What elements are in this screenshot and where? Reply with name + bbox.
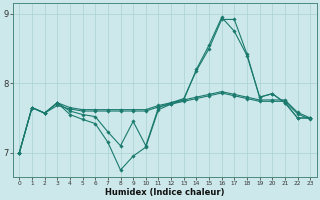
X-axis label: Humidex (Indice chaleur): Humidex (Indice chaleur) — [105, 188, 225, 197]
